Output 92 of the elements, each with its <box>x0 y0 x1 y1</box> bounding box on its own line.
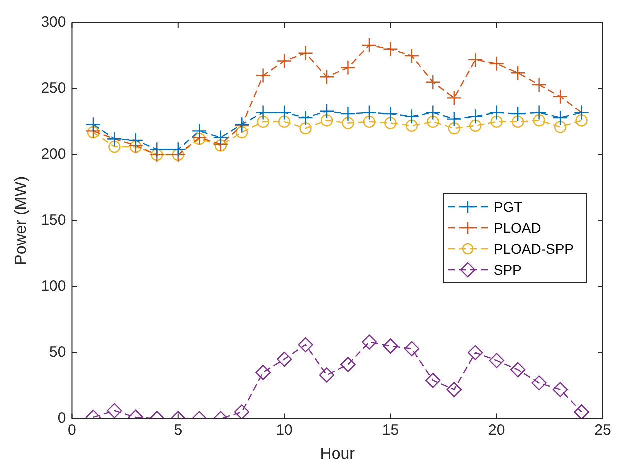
point <box>510 66 526 81</box>
point <box>276 54 292 69</box>
point <box>446 112 462 127</box>
point <box>362 38 378 54</box>
legend-label: PLOAD-SPP <box>494 240 574 256</box>
point <box>298 110 314 126</box>
x-tick-label: 10 <box>276 422 293 439</box>
point <box>404 341 420 356</box>
point <box>298 46 314 61</box>
legend-label: SPP <box>494 262 522 278</box>
point <box>362 334 378 350</box>
point <box>552 110 568 126</box>
point <box>489 353 504 368</box>
point <box>107 403 122 418</box>
point <box>383 338 398 354</box>
point <box>340 357 356 372</box>
point <box>489 105 504 120</box>
point <box>404 48 420 64</box>
point <box>319 368 335 383</box>
point <box>426 372 441 388</box>
point <box>468 109 484 124</box>
y-tick-label: 250 <box>41 80 66 98</box>
x-tick-label: 25 <box>594 422 612 439</box>
y-tick-label: 200 <box>41 146 66 164</box>
point <box>108 140 121 154</box>
point <box>340 106 356 122</box>
point <box>86 116 102 132</box>
point <box>150 142 165 158</box>
point <box>532 77 547 93</box>
y-tick-label: 100 <box>41 278 66 296</box>
point <box>510 362 526 378</box>
point <box>576 114 588 127</box>
point <box>194 133 206 146</box>
point <box>256 105 271 120</box>
point <box>234 404 250 419</box>
point <box>214 140 227 152</box>
point <box>510 106 526 122</box>
y-tick-label: 0 <box>58 410 66 427</box>
point <box>298 337 314 353</box>
point <box>320 114 334 127</box>
point <box>446 382 462 398</box>
point <box>362 105 378 120</box>
point <box>257 116 270 128</box>
point <box>426 74 441 90</box>
point <box>468 345 484 360</box>
y-tick-label: 300 <box>41 14 66 32</box>
point <box>383 42 398 57</box>
point <box>276 352 292 368</box>
x-tick-label: 15 <box>382 422 400 439</box>
point <box>170 142 186 158</box>
point <box>319 69 335 85</box>
point <box>490 116 503 128</box>
point <box>128 132 144 148</box>
point <box>342 117 354 130</box>
point <box>448 122 460 135</box>
point <box>552 382 568 398</box>
point <box>533 114 546 127</box>
x-tick-label: 5 <box>174 422 183 439</box>
point <box>554 121 567 134</box>
point <box>340 60 356 76</box>
legend-label: PGT <box>494 198 523 214</box>
y-tick-label: 150 <box>41 212 66 230</box>
point <box>384 117 397 130</box>
point <box>256 68 271 84</box>
x-axis-title: Hour <box>320 446 356 463</box>
point <box>552 89 568 104</box>
point <box>213 130 228 146</box>
point <box>512 116 524 128</box>
legend-label: PLOAD <box>494 220 542 236</box>
point <box>468 52 484 68</box>
point <box>489 56 504 72</box>
point <box>446 90 462 106</box>
point <box>427 116 440 128</box>
point <box>319 104 335 119</box>
x-tick-label: 20 <box>488 422 506 439</box>
point <box>383 106 398 122</box>
point <box>532 376 547 391</box>
point <box>532 105 547 120</box>
point <box>426 105 441 120</box>
point <box>470 120 482 132</box>
point <box>192 124 208 139</box>
point <box>278 116 291 128</box>
point <box>256 365 271 380</box>
point <box>404 109 420 124</box>
point <box>276 105 292 120</box>
point <box>236 126 248 139</box>
point <box>574 404 590 419</box>
y-tick-label: 50 <box>50 344 66 361</box>
point <box>363 116 376 128</box>
point <box>406 120 418 132</box>
y-axis-title: Power (MW) <box>13 176 30 266</box>
point <box>300 122 312 135</box>
